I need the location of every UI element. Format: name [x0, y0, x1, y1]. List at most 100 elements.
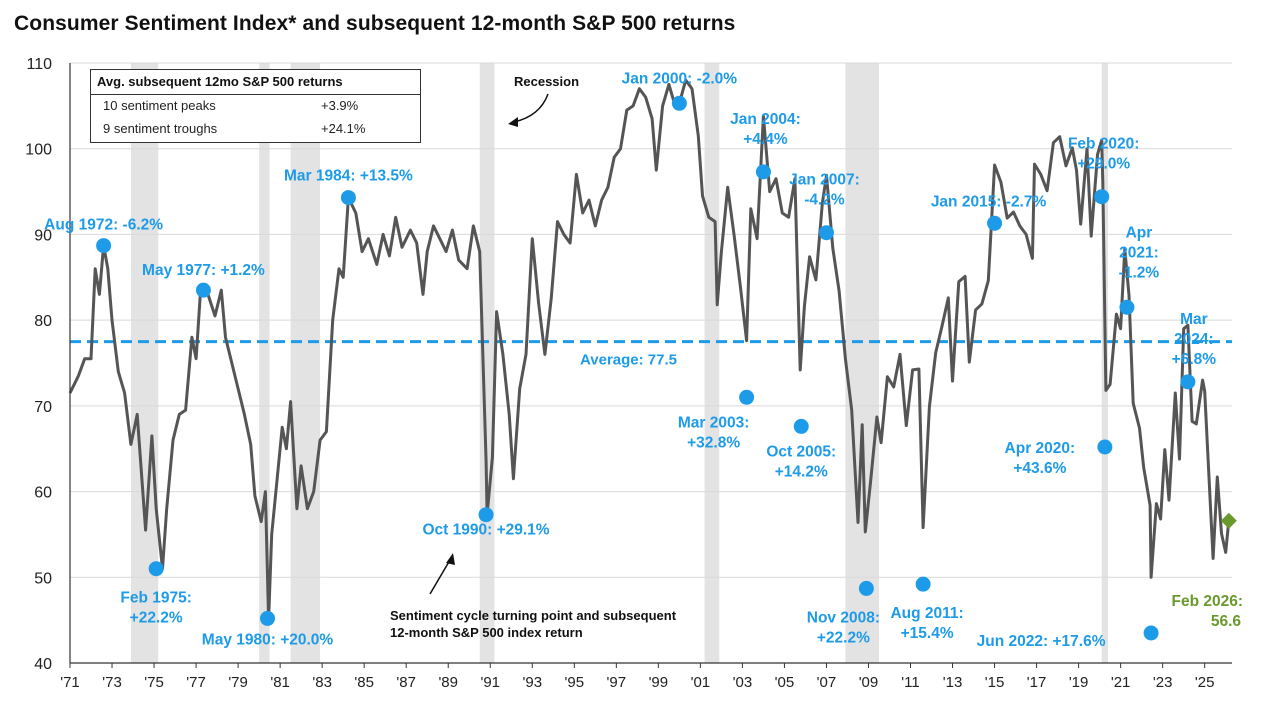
recession-legend-label: Recession — [514, 74, 580, 89]
trough-marker — [260, 610, 276, 626]
peak-label: 2021: — [1119, 244, 1159, 261]
trough-label: Mar 2003: — [678, 414, 750, 431]
peak-label: Mar — [1180, 311, 1208, 328]
peak-marker — [987, 215, 1003, 231]
x-tick-label: '89 — [438, 674, 458, 691]
chart-title: Consumer Sentiment Index* and subsequent… — [14, 12, 736, 35]
recession-band — [704, 63, 720, 663]
latest-label: Feb 2026: — [1171, 593, 1243, 610]
trough-label: +15.4% — [901, 625, 954, 642]
trough-marker — [478, 507, 494, 523]
x-tick-label: '13 — [943, 674, 963, 691]
returns-table-header-text: Avg. subsequent 12mo S&P 500 returns — [97, 74, 343, 89]
peak-marker — [195, 282, 211, 298]
peak-marker — [671, 95, 687, 111]
peak-marker — [818, 225, 834, 241]
peak-label: Mar 1984: +13.5% — [284, 168, 413, 185]
trough-marker — [739, 389, 755, 405]
peak-label: Jan 2000: -2.0% — [622, 70, 738, 87]
recession-arrow — [513, 93, 549, 123]
peak-marker — [1180, 374, 1196, 390]
peak-label: May 1977: +1.2% — [142, 262, 265, 279]
returns-table-row: 9 sentiment troughs +24.1% — [91, 118, 420, 140]
x-tick-label: '99 — [649, 674, 669, 691]
x-tick-label: '77 — [186, 674, 206, 691]
peak-label: Feb 2020: — [1068, 136, 1140, 153]
x-tick-label: '15 — [985, 674, 1005, 691]
peak-label: +29.0% — [1077, 156, 1130, 173]
x-tick-label: '11 — [901, 674, 919, 691]
peak-marker — [1094, 189, 1110, 205]
x-tick-label: '95 — [565, 674, 585, 691]
x-tick-label: '79 — [228, 674, 248, 691]
trough-label: Jun 2022: +17.6% — [977, 633, 1106, 650]
x-tick-label: '21 — [1111, 674, 1131, 691]
recession-band — [259, 63, 270, 663]
turning-point-note-line1: Sentiment cycle turning point and subseq… — [390, 608, 677, 623]
x-tick-label: '19 — [1069, 674, 1089, 691]
peak-label: +6.8% — [1172, 351, 1217, 368]
x-tick-label: '23 — [1153, 674, 1173, 691]
trough-label: +22.2% — [130, 610, 183, 627]
x-tick-label: '17 — [1027, 674, 1047, 691]
y-tick-label: 60 — [34, 485, 52, 502]
returns-table-row: 10 sentiment peaks +3.9% — [91, 95, 420, 117]
returns-table-header: Avg. subsequent 12mo S&P 500 returns — [91, 70, 420, 95]
returns-summary-table: Avg. subsequent 12mo S&P 500 returns 10 … — [90, 69, 421, 143]
peak-label: Jan 2007: — [789, 172, 860, 189]
peak-label: Jan 2004: — [730, 111, 801, 128]
x-tick-label: '87 — [396, 674, 416, 691]
trough-label: +43.6% — [1013, 460, 1066, 477]
trough-label: Nov 2008: — [807, 609, 880, 626]
latest-value-label: 56.6 — [1211, 613, 1242, 630]
latest-value-marker — [1220, 512, 1237, 529]
returns-row-value: +3.9% — [321, 98, 359, 113]
trough-marker — [915, 576, 931, 592]
trough-label: Aug 2011: — [890, 605, 963, 622]
returns-row-value: +24.1% — [321, 121, 366, 136]
trough-label: Oct 2005: — [766, 443, 836, 460]
trough-marker — [1097, 439, 1113, 455]
x-tick-label: '01 — [691, 674, 711, 691]
x-tick-label: '91 — [480, 674, 500, 691]
x-tick-label: '07 — [817, 674, 837, 691]
peak-marker — [340, 190, 356, 206]
x-tick-label: '05 — [775, 674, 795, 691]
trough-marker — [1143, 625, 1159, 641]
trough-marker — [148, 561, 164, 577]
x-tick-label: '85 — [354, 674, 374, 691]
y-tick-label: 80 — [34, 313, 52, 330]
peak-label: Apr — [1126, 224, 1153, 241]
x-tick-label: '81 — [270, 674, 290, 691]
peak-label: -4.2% — [804, 192, 845, 209]
trough-label: Apr 2020: — [1005, 440, 1076, 457]
y-tick-label: 50 — [34, 570, 52, 587]
y-tick-label: 100 — [25, 142, 52, 159]
trough-label: +14.2% — [775, 463, 828, 480]
trough-label: +22.2% — [817, 629, 870, 646]
returns-row-label: 10 sentiment peaks — [103, 98, 216, 113]
x-tick-label: '25 — [1195, 674, 1215, 691]
y-tick-label: 40 — [34, 656, 52, 673]
x-tick-label: '09 — [859, 674, 879, 691]
sentiment-series-line — [68, 78, 1231, 622]
y-tick-label: 70 — [34, 399, 52, 416]
trough-marker — [858, 580, 874, 596]
x-tick-label: '73 — [102, 674, 122, 691]
recession-band — [290, 63, 321, 663]
x-tick-label: '83 — [312, 674, 332, 691]
recession-arrowhead — [508, 117, 518, 127]
turning-point-note-line2: 12-month S&P 500 index return — [390, 625, 583, 640]
peak-label: 2024: — [1174, 331, 1214, 348]
peak-label: Jan 2015: -2.7% — [931, 193, 1047, 210]
x-tick-label: '03 — [733, 674, 753, 691]
y-tick-label: 90 — [34, 227, 52, 244]
trough-marker — [793, 418, 809, 434]
turning-point-arrow — [429, 559, 451, 595]
trough-label: Oct 1990: +29.1% — [422, 522, 549, 539]
trough-label: Feb 1975: — [120, 590, 192, 607]
trough-label: May 1980: +20.0% — [202, 631, 334, 648]
trough-label: +32.8% — [687, 434, 740, 451]
x-tick-label: '97 — [607, 674, 627, 691]
